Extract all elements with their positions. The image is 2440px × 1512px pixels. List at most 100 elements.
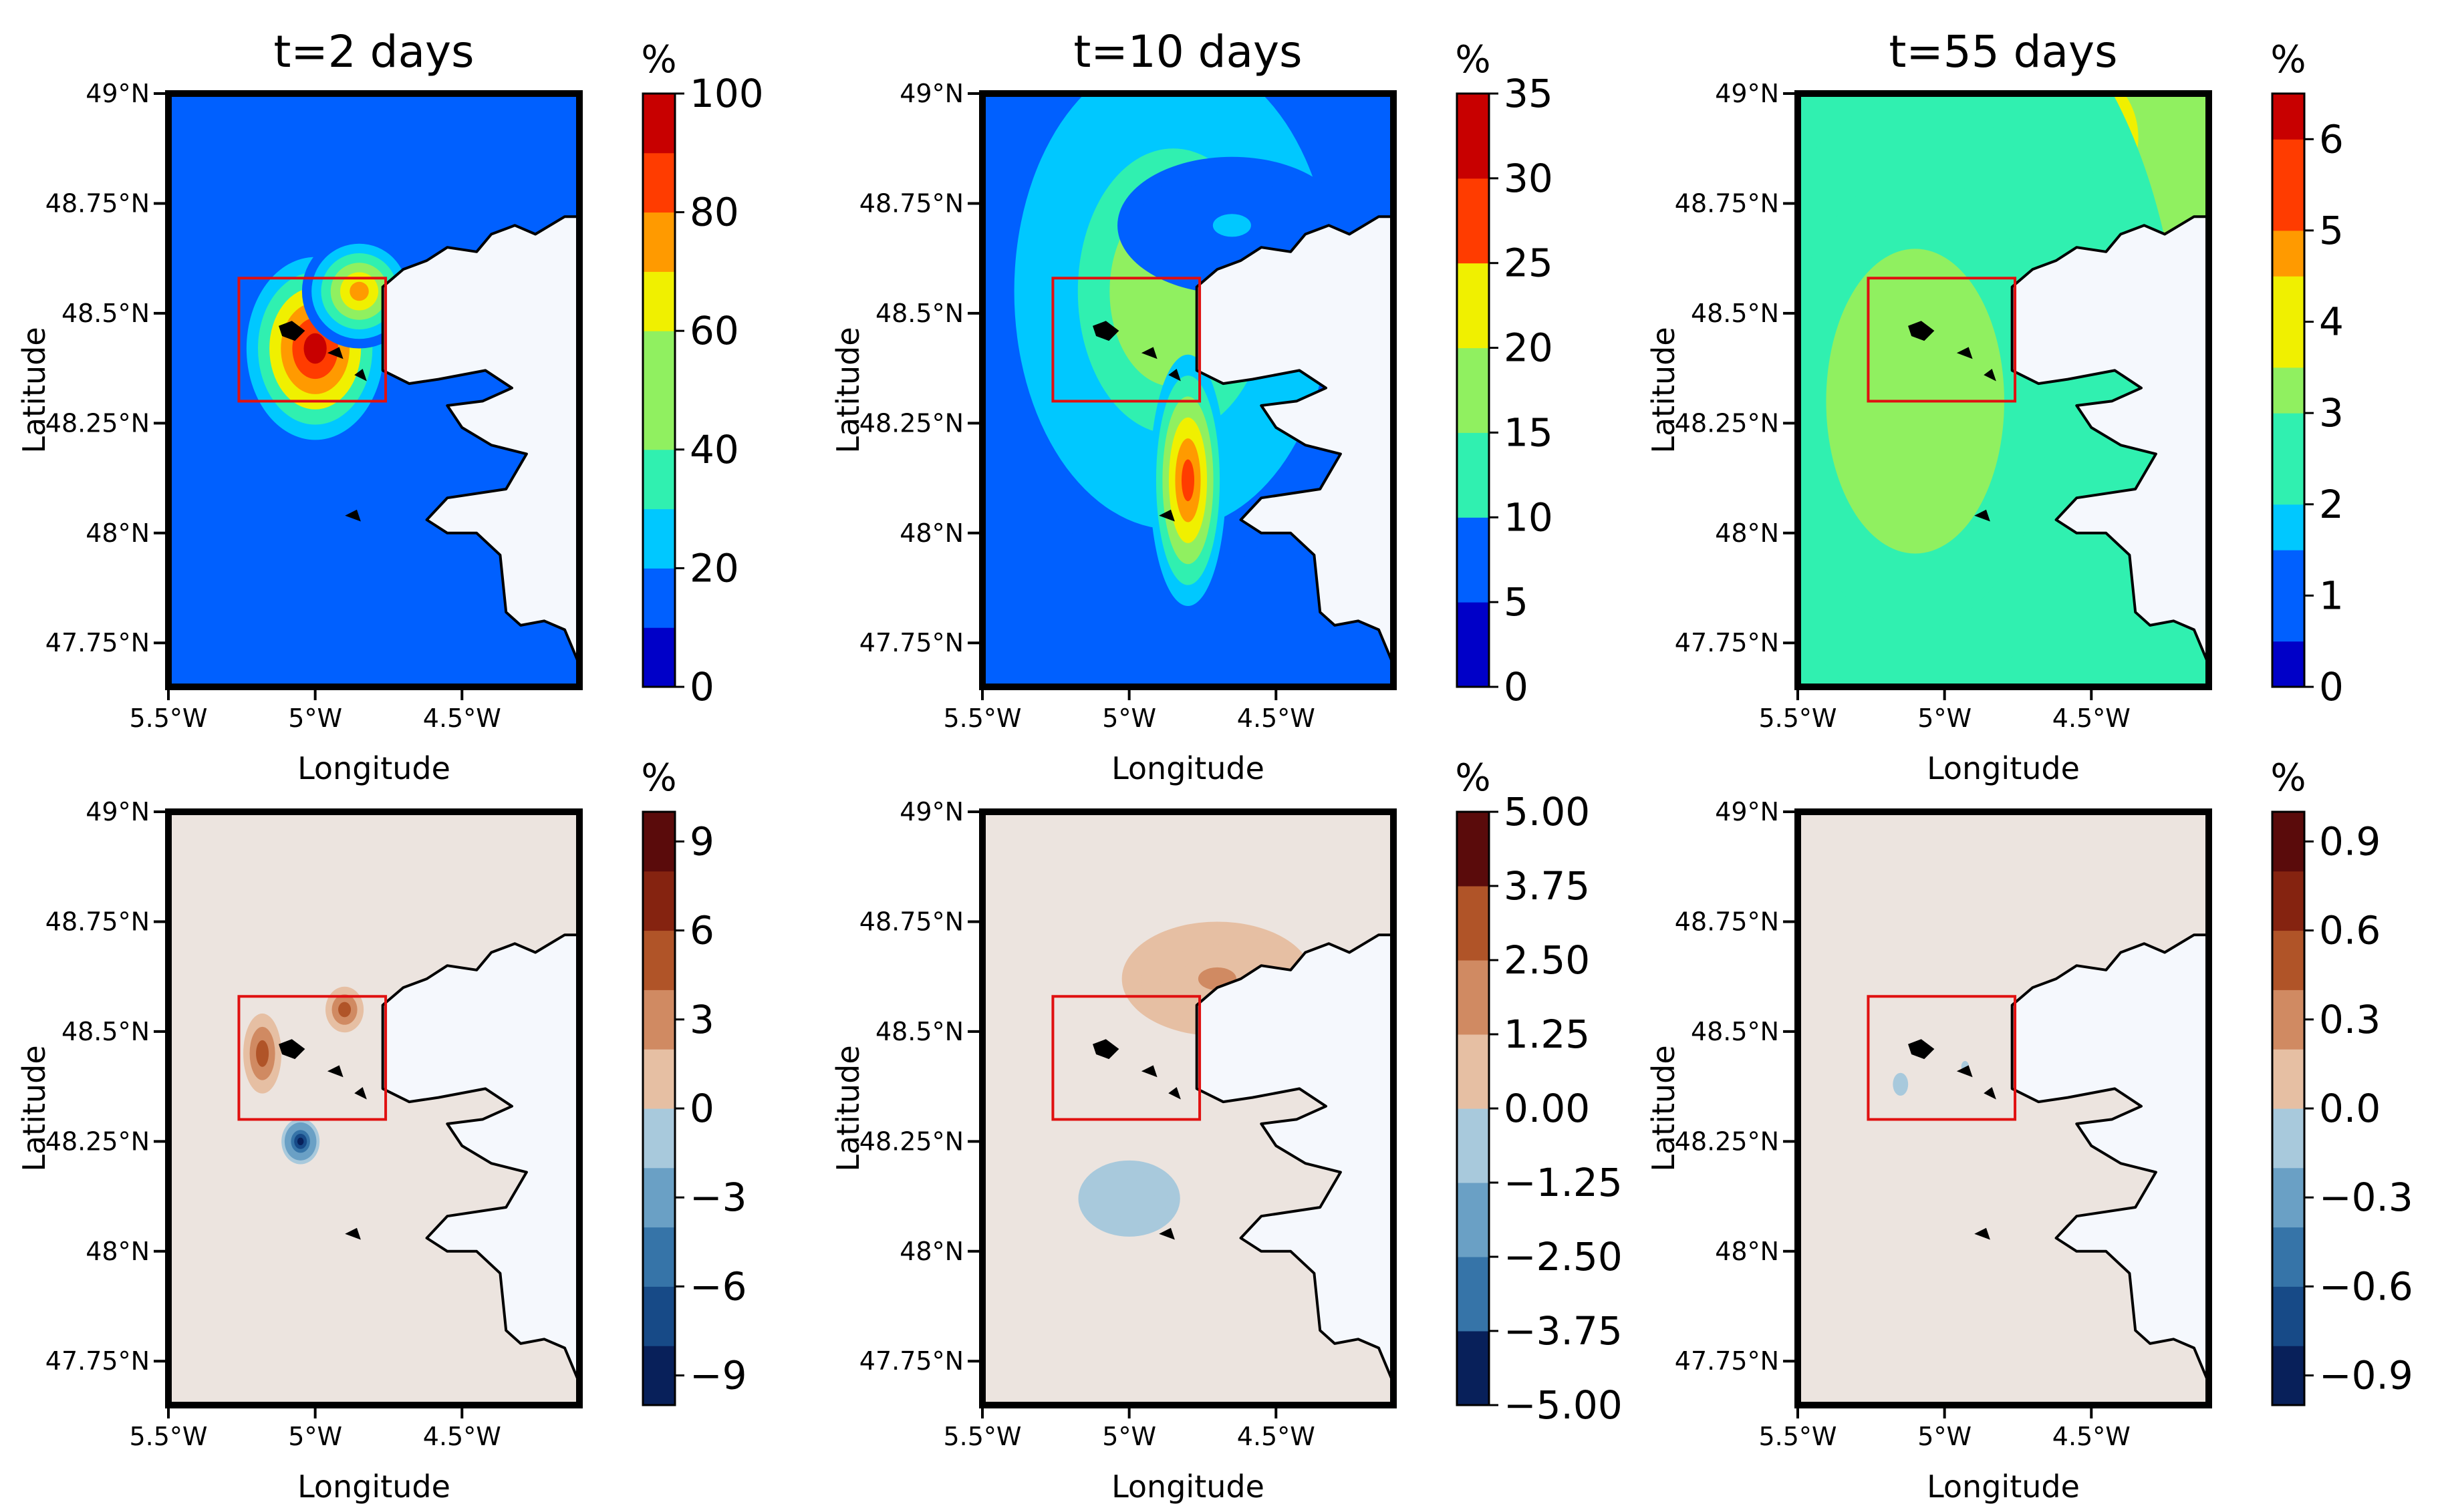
colorbar-frame <box>1456 92 1490 688</box>
y-tick-label: 48.25°N <box>1675 1126 1779 1156</box>
land-mass <box>381 215 579 667</box>
colorbar-tick-label: −5.00 <box>1504 1382 1623 1428</box>
y-tick-label: 48.25°N <box>859 408 964 438</box>
island <box>1141 347 1158 359</box>
colorbar-segment <box>643 331 675 391</box>
contour-band <box>303 333 327 364</box>
colorbar-label: % <box>641 38 676 82</box>
colorbar-tick-label: 5 <box>1504 579 1528 625</box>
study-area-box <box>1051 995 1202 1121</box>
colorbar-tick-label: 1.25 <box>1504 1012 1590 1057</box>
island <box>279 1039 305 1060</box>
land-mass <box>1195 215 1393 667</box>
x-tick-label: 5°W <box>1102 1422 1156 1451</box>
y-tick-label: 48°N <box>1715 518 1779 548</box>
colorbar-segment <box>2272 139 2304 186</box>
x-tick-label: 5°W <box>288 704 342 733</box>
colorbar-segment <box>2272 812 2304 872</box>
y-tick-label: 47.75°N <box>45 628 150 657</box>
colorbar-segment <box>643 212 675 272</box>
contour-band <box>297 1137 304 1146</box>
colorbar-segment <box>643 1286 675 1346</box>
y-tick-label: 48.75°N <box>1675 188 1779 218</box>
colorbar-segment <box>2272 184 2304 231</box>
colorbar-tick-label: −0.9 <box>2319 1353 2413 1398</box>
island <box>1093 321 1119 341</box>
colorbar-tick-label: 0 <box>690 1086 714 1131</box>
colorbar-segment <box>1457 517 1489 603</box>
colorbar-tick-label: 3.75 <box>1504 863 1590 909</box>
colorbar-tick-label: −0.6 <box>2319 1263 2413 1309</box>
colorbar-tick-label: 5.00 <box>1504 789 1590 835</box>
colorbar-tick-label: 0 <box>690 664 714 710</box>
subplot-title: t=2 days <box>274 26 475 78</box>
island <box>1168 1086 1181 1100</box>
colorbar-segment <box>2272 276 2304 323</box>
colorbar-segment <box>2272 990 2304 1050</box>
colorbar-tick-label: −3 <box>690 1175 747 1220</box>
colorbar-segment <box>643 990 675 1050</box>
colorbar-tick-label: 2 <box>2319 482 2344 527</box>
y-axis-label: Latitude <box>830 327 866 453</box>
colorbar-segment <box>2272 930 2304 990</box>
plot-area <box>1798 812 2209 1405</box>
y-tick-label: 48.5°N <box>61 1017 150 1046</box>
y-tick-label: 48.25°N <box>859 1126 964 1156</box>
colorbar-tick-label: 9 <box>690 818 714 864</box>
colorbar-segment <box>1457 347 1489 433</box>
study-area-box <box>1867 277 2017 403</box>
plot-area <box>982 812 1393 1405</box>
colorbar-tick-label: 5 <box>2319 208 2344 253</box>
contour-band <box>1181 459 1195 502</box>
subplot-p3: t=55 days 49°N 48.75°N 48.5°N 48.25°N 48°N 47.… <box>1645 26 2344 786</box>
colorbar-tick-label: 3 <box>690 997 714 1042</box>
y-tick-label: 48.5°N <box>875 1017 964 1046</box>
plot-frame <box>979 808 1397 1408</box>
subplot-p1: t=2 days 49°N 48.75°N 48.5°N 48.25°N 48°N 47.7… <box>16 26 764 786</box>
x-tick-label: 5.5°W <box>943 704 1021 733</box>
colorbar-segment <box>643 1167 675 1228</box>
island <box>1974 1227 1990 1240</box>
colorbar-segment <box>643 930 675 990</box>
colorbar-segment <box>2272 1049 2304 1109</box>
colorbar-segment <box>2272 1346 2304 1406</box>
colorbar-segment <box>1457 1034 1489 1109</box>
subplot-p6: 49°N 48.75°N 48.5°N 48.25°N 48°N 47.75°N 5.5°W… <box>1645 756 2413 1505</box>
island <box>354 1086 367 1100</box>
plot-area <box>168 94 579 687</box>
x-axis-label: Longitude <box>297 1469 450 1505</box>
colorbar-segment <box>2272 1167 2304 1228</box>
colorbar-segment <box>2272 367 2304 414</box>
colorbar-tick-label: 0.0 <box>2319 1086 2381 1131</box>
study-area-box <box>1867 995 2017 1121</box>
colorbar-segment <box>643 871 675 931</box>
contour-band <box>1116 1189 1142 1209</box>
colorbar-label: % <box>1455 38 1490 82</box>
y-tick-label: 48.75°N <box>1675 907 1779 936</box>
island <box>1159 509 1175 522</box>
contour-band <box>341 1006 348 1014</box>
plot-area <box>168 812 579 1405</box>
x-tick-label: 5.5°W <box>1758 1422 1837 1451</box>
colorbar-segment <box>1457 886 1489 961</box>
colorbar-segment <box>2272 641 2304 688</box>
island <box>1159 1227 1175 1240</box>
island <box>1168 368 1181 382</box>
colorbar-segment <box>2272 458 2304 505</box>
colorbar-frame <box>642 92 676 688</box>
island <box>345 509 361 522</box>
x-axis-label: Longitude <box>297 750 450 786</box>
colorbar-tick-label: −2.50 <box>1504 1234 1623 1279</box>
colorbar-segment <box>1457 1108 1489 1183</box>
y-axis-label: Latitude <box>16 1045 52 1171</box>
x-axis-label: Longitude <box>1927 750 2080 786</box>
y-tick-label: 48°N <box>1715 1237 1779 1266</box>
colorbar-tick-label: 25 <box>1504 241 1553 286</box>
island <box>354 368 367 382</box>
island <box>327 347 344 359</box>
colorbar-segment <box>643 449 675 510</box>
y-tick-label: 48°N <box>86 518 150 548</box>
x-tick-label: 4.5°W <box>1237 704 1315 733</box>
x-tick-label: 5°W <box>288 1422 342 1451</box>
study-area-box <box>237 277 388 403</box>
